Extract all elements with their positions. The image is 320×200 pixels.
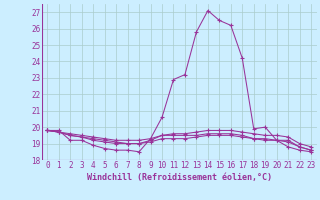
X-axis label: Windchill (Refroidissement éolien,°C): Windchill (Refroidissement éolien,°C) bbox=[87, 173, 272, 182]
